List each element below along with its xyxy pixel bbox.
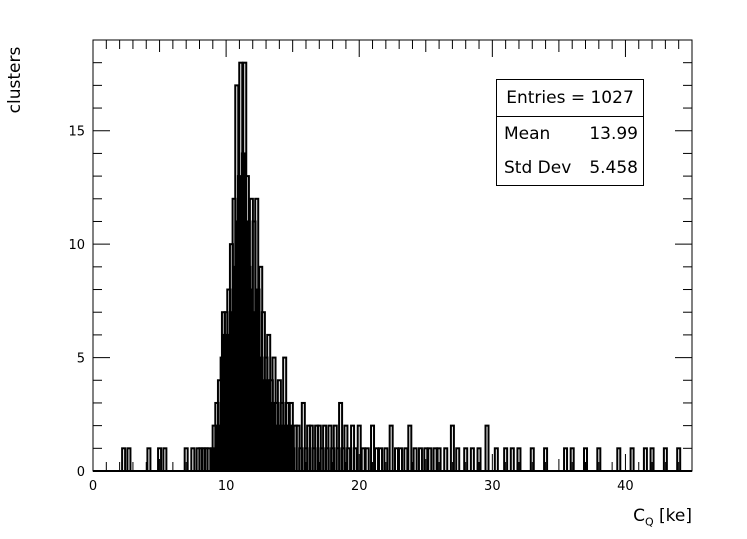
y-tick-label: 5 bbox=[77, 352, 85, 367]
histogram-bin bbox=[412, 447, 418, 473]
x-axis-label-unit: [ke] bbox=[653, 506, 692, 526]
histogram-bin bbox=[484, 424, 490, 473]
stats-mean-label: Mean bbox=[504, 124, 551, 144]
histogram-bin bbox=[364, 447, 370, 473]
histogram-bin bbox=[469, 447, 475, 473]
histogram-bin bbox=[206, 447, 212, 473]
histogram-bin bbox=[629, 447, 635, 473]
x-tick-label: 30 bbox=[484, 479, 501, 494]
stats-stddev-value: 5.458 bbox=[589, 158, 638, 178]
stats-mean-value: 13.99 bbox=[589, 124, 638, 144]
x-tick-label: 10 bbox=[218, 479, 235, 494]
histogram-bin bbox=[346, 447, 352, 473]
histogram-bin bbox=[443, 447, 449, 473]
histogram-bin bbox=[642, 447, 648, 473]
y-tick-label: 0 bbox=[77, 465, 85, 480]
stats-stddev-label: Std Dev bbox=[504, 158, 572, 178]
y-tick-label: 15 bbox=[68, 125, 85, 140]
histogram-bin bbox=[403, 447, 409, 473]
histogram-bins bbox=[93, 61, 692, 473]
y-axis-label-container: clusters bbox=[0, 35, 30, 125]
histogram-bin bbox=[146, 447, 152, 473]
histogram-bin bbox=[378, 447, 384, 473]
histogram-bin bbox=[493, 447, 499, 473]
stats-entries: Entries = 1027 bbox=[497, 80, 643, 117]
histogram-bin bbox=[455, 447, 461, 473]
histogram-bin bbox=[397, 447, 403, 473]
y-axis-label: clusters bbox=[5, 46, 25, 114]
histogram-bin bbox=[563, 447, 569, 473]
histogram-bin bbox=[374, 447, 380, 473]
histogram-bin bbox=[360, 447, 366, 473]
stats-box: Entries = 1027 Mean 13.99 Std Dev 5.458 bbox=[496, 79, 644, 186]
histogram-bin bbox=[190, 447, 196, 473]
histogram-bin bbox=[616, 447, 622, 473]
y-axis: 0 5 10 15 bbox=[68, 39, 692, 480]
x-tick-label: 0 bbox=[89, 479, 97, 494]
histogram-bin bbox=[126, 447, 132, 473]
x-axis-label: CQ [ke] bbox=[633, 506, 692, 528]
stats-row-stddev: Std Dev 5.458 bbox=[497, 151, 643, 185]
y-tick-label: 10 bbox=[68, 238, 85, 253]
x-tick-label: 20 bbox=[351, 479, 368, 494]
histogram-bin bbox=[509, 447, 515, 473]
histogram-bin bbox=[427, 447, 433, 473]
histogram-bin bbox=[388, 424, 394, 473]
x-tick-label: 40 bbox=[617, 479, 634, 494]
histogram-bin bbox=[407, 424, 413, 473]
stats-row-mean: Mean 13.99 bbox=[497, 117, 643, 151]
histogram-bin bbox=[352, 447, 358, 473]
x-axis-label-subscript: Q bbox=[644, 515, 654, 529]
histogram-bin bbox=[417, 447, 423, 473]
histogram-bin bbox=[432, 447, 438, 473]
histogram-bin bbox=[393, 447, 399, 473]
x-axis-label-main: C bbox=[633, 506, 645, 526]
histogram-bin bbox=[121, 447, 127, 473]
histogram-bin bbox=[162, 447, 168, 473]
x-axis: 0 10 20 30 40 bbox=[89, 40, 693, 494]
